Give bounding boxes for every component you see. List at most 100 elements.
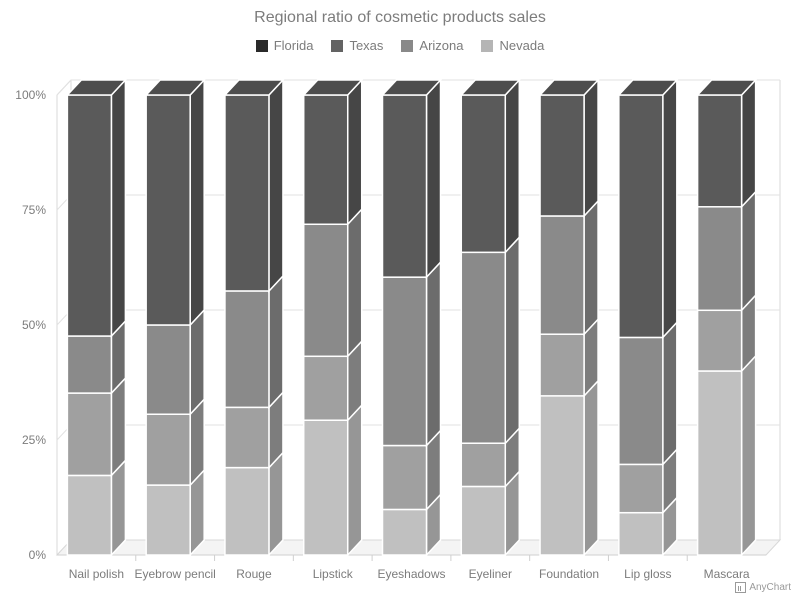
x-tick-label: Eyebrow pencil: [134, 567, 215, 581]
bar-side-florida: [268, 78, 284, 293]
bar-nevada[interactable]: [302, 419, 349, 556]
bar-top: [695, 79, 758, 96]
bar-side-nevada: [583, 378, 599, 557]
x-tick-label: Nail polish: [69, 567, 124, 581]
bar-florida[interactable]: [460, 94, 507, 254]
legend-label: Arizona: [419, 38, 464, 53]
bar-side-texas: [268, 274, 284, 410]
bar-side-florida: [425, 78, 442, 280]
legend-label: Nevada: [499, 38, 545, 53]
legend-swatch: [331, 39, 344, 52]
bar-texas[interactable]: [381, 276, 428, 447]
bar-top: [301, 79, 364, 96]
bar-side-texas: [346, 207, 363, 359]
bar-side-texas: [583, 199, 599, 337]
bar-texas[interactable]: [302, 223, 349, 358]
y-tick-label: 50%: [22, 318, 46, 332]
bar-arizona[interactable]: [539, 333, 585, 397]
bar-side-florida: [662, 78, 678, 340]
bar-texas[interactable]: [618, 336, 664, 466]
x-tick-label: Lip gloss: [624, 567, 671, 581]
bar-texas[interactable]: [696, 206, 743, 312]
x-tick-label: Mascara: [704, 567, 750, 581]
legend-item-florida[interactable]: Florida: [255, 38, 314, 53]
bar-side-florida: [346, 78, 363, 227]
bar-texas[interactable]: [145, 324, 191, 415]
bar-florida[interactable]: [66, 94, 113, 337]
chart-title: Regional ratio of cosmetic products sale…: [254, 9, 546, 26]
bar-nevada[interactable]: [381, 508, 428, 556]
bar-texas[interactable]: [224, 290, 270, 409]
bar-arizona[interactable]: [460, 442, 507, 488]
bar-nevada[interactable]: [539, 395, 585, 556]
bar-florida[interactable]: [539, 94, 585, 217]
gridline: [56, 79, 780, 96]
bar-side-texas: [189, 308, 205, 417]
bar-florida[interactable]: [302, 94, 349, 226]
bar-arizona[interactable]: [145, 413, 191, 486]
bar-side-florida: [110, 78, 127, 338]
legend-item-texas[interactable]: Texas: [331, 38, 383, 53]
legend-label: Florida: [273, 38, 314, 53]
bar-side-texas: [662, 320, 678, 467]
x-tick-label: Lipstick: [313, 567, 354, 581]
bar-top: [459, 79, 522, 96]
bar-arizona[interactable]: [696, 309, 743, 372]
bar-arizona[interactable]: [224, 406, 270, 469]
bar-top: [144, 79, 206, 96]
chart-logo-icon: [735, 582, 747, 593]
legend-swatch: [481, 39, 494, 52]
credit-text: AnyChart: [749, 582, 791, 593]
bar-arizona[interactable]: [302, 355, 349, 421]
bar-nevada[interactable]: [618, 511, 664, 556]
bar-side-nevada: [268, 450, 284, 557]
legend-swatch: [255, 39, 268, 52]
bar-side-florida: [583, 78, 599, 218]
y-tick-label: 25%: [22, 433, 46, 447]
bar-nevada[interactable]: [66, 474, 113, 556]
bar-texas[interactable]: [66, 335, 113, 394]
legend-item-arizona[interactable]: Arizona: [401, 38, 463, 53]
bar-arizona[interactable]: [381, 444, 428, 511]
bar-texas[interactable]: [460, 251, 507, 444]
bar-top: [538, 79, 600, 96]
legend: Florida Texas Arizona Nevada: [0, 38, 800, 53]
bar-side-texas: [740, 189, 757, 313]
bar-florida[interactable]: [696, 94, 743, 208]
bar-top: [617, 79, 679, 96]
bar-arizona[interactable]: [618, 463, 664, 514]
bar-side-arizona: [110, 376, 127, 478]
bar-side-florida: [740, 78, 757, 209]
bar-side-nevada: [346, 403, 363, 557]
bar-side-texas: [425, 260, 442, 448]
bar-top: [65, 79, 128, 96]
bar-side-florida: [189, 78, 205, 327]
y-tick-label: 75%: [22, 203, 46, 217]
bar-side-texas: [504, 235, 521, 446]
legend-item-nevada[interactable]: Nevada: [481, 38, 544, 53]
bar-texas[interactable]: [539, 215, 585, 335]
bar-florida[interactable]: [381, 94, 428, 278]
bar-florida[interactable]: [145, 94, 191, 326]
x-tick-label: Eyeshadows: [377, 567, 445, 581]
legend-swatch: [401, 39, 414, 52]
bar-side-nevada: [110, 458, 127, 557]
credit-label[interactable]: AnyChart: [735, 582, 791, 593]
bar-arizona[interactable]: [66, 392, 113, 477]
bar-nevada[interactable]: [696, 370, 743, 556]
bar-nevada[interactable]: [460, 485, 507, 556]
bar-side-nevada: [740, 354, 757, 557]
y-tick-label: 0%: [29, 548, 47, 562]
x-tick-label: Eyeliner: [469, 567, 512, 581]
bar-nevada[interactable]: [224, 466, 270, 556]
y-tick-label: 100%: [15, 88, 46, 102]
bar-top: [223, 79, 285, 96]
bar-florida[interactable]: [618, 94, 664, 339]
bar-florida[interactable]: [224, 94, 270, 292]
bar-top: [380, 79, 443, 96]
x-tick-label: Rouge: [236, 567, 272, 581]
bar-nevada[interactable]: [145, 484, 191, 556]
bar-side-florida: [504, 78, 521, 255]
